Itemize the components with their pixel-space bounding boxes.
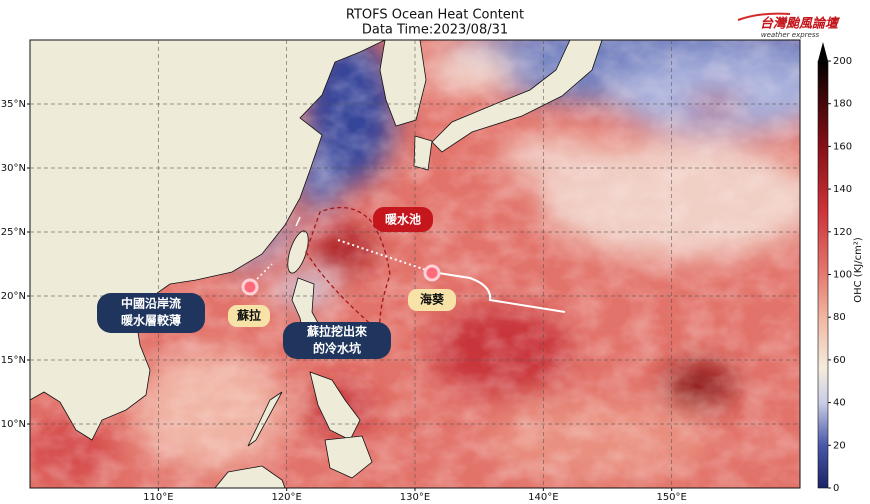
- colorbar-tick-label: 100: [833, 270, 852, 281]
- colorbar-label: OHC (KJ/cm²): [853, 237, 864, 303]
- colorbar-tick-label: 20: [833, 440, 846, 451]
- logo: 台灣颱風論壇: [760, 16, 841, 32]
- saola-marker: [241, 278, 259, 296]
- colorbar: [817, 60, 829, 489]
- y-tick-label: 25°N: [1, 227, 26, 238]
- warm-pool-contour: [305, 206, 391, 334]
- coastal-current-label: 中國沿岸流: [121, 296, 181, 311]
- land-asia: [30, 40, 386, 441]
- land-borneo: [214, 465, 286, 488]
- logo-swoosh: [737, 12, 791, 21]
- y-tick-label: 20°N: [1, 291, 26, 302]
- land-kyushu: [413, 135, 433, 171]
- title: RTOFS Ocean Heat Content: [346, 8, 524, 23]
- x-tick-label: 110°E: [143, 492, 173, 503]
- logo-subtitle: weather express: [761, 31, 820, 39]
- y-tick-label: 30°N: [1, 163, 26, 174]
- warm-pool-label: 暖水池: [385, 212, 421, 227]
- land-japan: [431, 40, 603, 153]
- x-tick-label: 140°E: [528, 492, 558, 503]
- colorbar-tick-label: 140: [833, 184, 852, 195]
- haikui-track-future: [431, 271, 566, 313]
- warm-pool-box: [373, 207, 433, 232]
- cold-pool-label: 蘇拉挖出來: [306, 324, 367, 339]
- x-tick-label: 120°E: [271, 492, 301, 503]
- colorbar-tick-label: 200: [833, 56, 852, 67]
- cold-pool-label: 的冷水坑: [313, 341, 361, 356]
- colorbar-tick-label: 120: [833, 227, 852, 238]
- colorbar-ticks: 0 20 40 60 80 100 120 140 160 180 200: [828, 56, 852, 494]
- land-mindanao: [324, 435, 373, 479]
- coastal-current-box: [97, 293, 205, 333]
- y-tick-label: 35°N: [1, 99, 26, 110]
- saola-label: 蘇拉: [236, 308, 261, 323]
- land-taiwan: [287, 230, 309, 274]
- cold-pool-box: [283, 322, 391, 359]
- saola-track-end: [295, 216, 301, 227]
- land-palawan: [247, 391, 283, 447]
- colorbar-tick-label: 0: [833, 483, 839, 494]
- heat-field: [30, 40, 800, 488]
- haikui-box: [408, 289, 456, 311]
- colorbar-tick-label: 160: [833, 141, 852, 152]
- haikui-marker: [423, 264, 441, 282]
- x-tick-label: 150°E: [656, 492, 686, 503]
- y-tick-label: 15°N: [1, 355, 26, 366]
- subtitle: Data Time:2023/08/31: [362, 23, 508, 38]
- colorbar-tick-label: 40: [833, 398, 846, 409]
- colorbar-tick-label: 60: [833, 355, 846, 366]
- colorbar-tick-label: 180: [833, 99, 852, 110]
- y-tick-label: 10°N: [1, 419, 26, 430]
- land-visayas: [309, 371, 361, 441]
- saola-box: [228, 305, 270, 327]
- haikui-label: 海葵: [420, 292, 445, 307]
- land-korea: [379, 40, 427, 127]
- haikui-track-past: [337, 239, 433, 273]
- x-tick-label: 130°E: [400, 492, 430, 503]
- colorbar-tick-label: 80: [833, 312, 846, 323]
- coastal-current-label: 暖水層較薄: [121, 313, 181, 328]
- colorbar-extension: [818, 42, 828, 61]
